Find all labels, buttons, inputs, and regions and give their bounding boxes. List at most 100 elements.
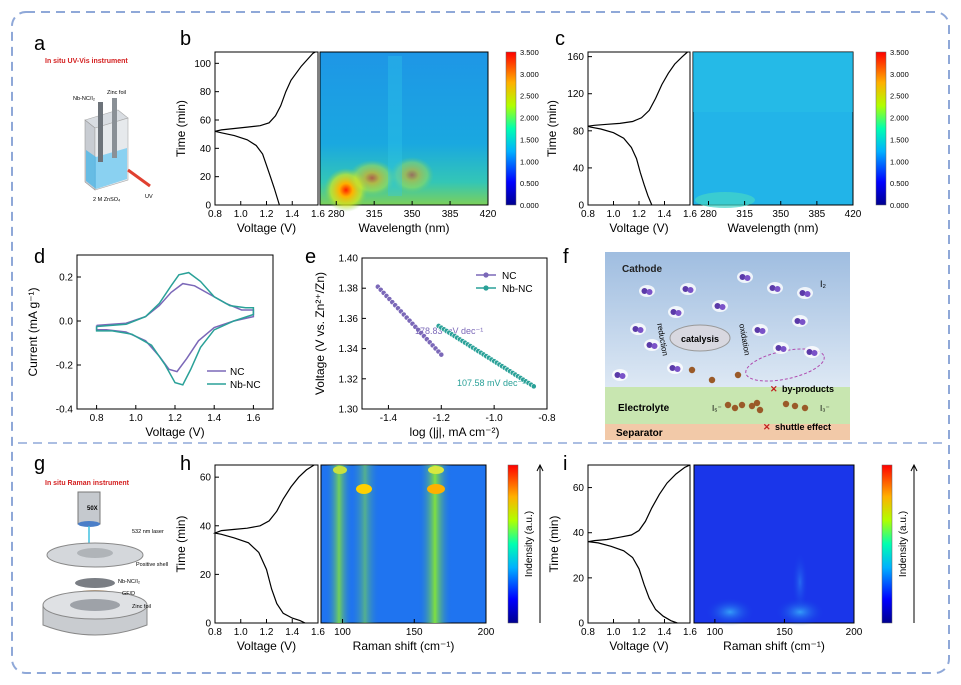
x-tick-label: 1.2 xyxy=(168,413,182,424)
panel-c: c 0.8 1.0 1.2 1.4 1.6 0 40 80 120 160 Voltage (V) T… xyxy=(545,28,909,235)
y-tick-label: 1.30 xyxy=(339,405,359,416)
y-tick-label: 80 xyxy=(200,87,212,98)
data-point xyxy=(438,351,445,358)
legend-label: NC xyxy=(502,271,516,282)
x-tick-label: 1.6 xyxy=(311,209,325,220)
x-tick-label: 1.2 xyxy=(260,209,274,220)
x-tick-label: 280 xyxy=(328,209,345,220)
panel-letter: h xyxy=(180,453,191,475)
shuttle-label: shuttle effect xyxy=(775,422,831,432)
y-tick-label: 160 xyxy=(567,52,584,63)
chart-h-map-axis: 100 150 200 Raman shift (cm⁻¹) xyxy=(334,619,495,653)
colorbar-tick-label: 2.500 xyxy=(520,92,539,101)
panel-letter: d xyxy=(34,246,45,268)
panel-a-title: In situ UV-Vis instrument xyxy=(45,58,128,65)
y-tick-label: 0 xyxy=(578,619,584,630)
iodine-atom xyxy=(670,309,677,315)
plot-frame xyxy=(214,464,319,624)
x-axis-label: Voltage (V) xyxy=(609,221,668,235)
x-tick-label: 1.4 xyxy=(658,209,672,220)
data-point xyxy=(530,383,537,390)
colorbar-h: Indensity (a.u.) xyxy=(507,463,544,624)
colorbar-tick-label: 3.000 xyxy=(890,70,909,79)
y-axis-label: Time (min) xyxy=(545,100,559,157)
series-line xyxy=(212,464,315,624)
i3-label: I₃⁻ xyxy=(820,404,830,413)
y-tick-label: 1.34 xyxy=(339,344,359,355)
y-tick-label: 40 xyxy=(200,144,212,155)
x-tick-label: 0.8 xyxy=(581,209,595,220)
x-tick-label: 0.8 xyxy=(208,627,222,638)
iodine-atom xyxy=(651,343,658,349)
heatmap-b xyxy=(319,51,489,212)
legend-marker xyxy=(483,285,489,291)
iodine-atom xyxy=(669,365,676,371)
catalysis-label: catalysis xyxy=(681,334,719,344)
panel-g-title: In situ Raman instrument xyxy=(45,480,130,487)
x-tick-label: 1.4 xyxy=(285,209,299,220)
separator-region xyxy=(605,424,850,440)
shuttle-loop xyxy=(745,348,825,382)
panel-f: f Cathode I₂ catalysis reduction oxidati… xyxy=(563,246,850,440)
y-tick-label: 0 xyxy=(578,201,584,212)
series-line xyxy=(214,51,316,206)
colorbar-tick-label: 3.500 xyxy=(520,48,539,57)
chart-c-map-axis: 280 315 350 385 420 Wavelength (nm) xyxy=(700,201,862,235)
series-line xyxy=(587,51,688,206)
y-tick-label: 60 xyxy=(200,116,212,127)
colorbar-tick-label: 0.000 xyxy=(890,201,909,210)
legend-label: Nb-NC xyxy=(230,380,261,391)
iodine-atom xyxy=(759,328,766,334)
y-tick-label: 60 xyxy=(573,483,585,494)
colorbar-tick-label: 1.500 xyxy=(890,135,909,144)
cuvette-illustration xyxy=(84,98,151,191)
x-tick-label: 200 xyxy=(478,627,495,638)
iodine-atom xyxy=(614,372,621,378)
panel-d: d 0.8 1.0 1.2 1.4 1.6 -0.4 -0.2 0.0 0.2 Voltage (… xyxy=(26,246,274,439)
separator-label: Separator xyxy=(616,428,663,439)
x-tick-label: 0.8 xyxy=(581,627,595,638)
colorbar-tick-label: 2.000 xyxy=(890,114,909,123)
plot-frame xyxy=(361,257,548,410)
iodine-atom xyxy=(775,345,782,351)
polyiodide-atom xyxy=(753,399,761,407)
legend-label: NC xyxy=(230,367,244,378)
colorbar-tick-label: 1.500 xyxy=(520,135,539,144)
iodine-atom xyxy=(714,303,721,309)
x-axis-label: Wavelength (nm) xyxy=(359,221,450,235)
y-tick-label: 20 xyxy=(573,573,585,584)
y-tick-label: 0.2 xyxy=(59,273,73,284)
x-axis-label: Voltage (V) xyxy=(609,639,668,653)
x-tick-label: 315 xyxy=(366,209,383,220)
polyiodide-atom xyxy=(708,376,716,384)
chart-b-map-axis: 280 315 350 385 420 Wavelength (nm) xyxy=(328,201,497,235)
x-tick-label: 350 xyxy=(772,209,789,220)
y-tick-label: 0 xyxy=(205,619,211,630)
x-mark-icon: ✕ xyxy=(770,384,778,394)
x-tick-label: 100 xyxy=(707,627,724,638)
x-tick-label: 150 xyxy=(406,627,423,638)
y-tick-label: 100 xyxy=(194,59,211,70)
x-tick-label: 385 xyxy=(442,209,459,220)
panel-letter: e xyxy=(305,246,316,268)
colorbar-tick-label: 0.500 xyxy=(520,179,539,188)
laser-label: 532 nm laser xyxy=(132,529,164,535)
y-tick-label: 1.32 xyxy=(339,374,359,385)
x-tick-label: 1.6 xyxy=(246,413,260,424)
cathode-label: Nb-NC/I₂ xyxy=(118,579,140,585)
y-axis-label: Current (mA g⁻¹) xyxy=(26,287,40,376)
iodine-atom xyxy=(799,319,806,325)
x-axis-label: Raman shift (cm⁻¹) xyxy=(723,639,825,653)
x-tick-label: 1.2 xyxy=(260,627,274,638)
iodine-atom xyxy=(646,342,653,348)
y-tick-label: 20 xyxy=(200,172,212,183)
x-tick-label: 1.6 xyxy=(683,209,697,220)
x-tick-label: 350 xyxy=(404,209,421,220)
y-tick-label: 1.38 xyxy=(339,284,359,295)
x-tick-label: 1.2 xyxy=(632,209,646,220)
iodine-atom xyxy=(799,290,806,296)
colorbar-tick-label: 0.000 xyxy=(520,201,539,210)
iodine-atom xyxy=(637,327,644,333)
zinc-label: Zinc foil xyxy=(107,90,126,96)
